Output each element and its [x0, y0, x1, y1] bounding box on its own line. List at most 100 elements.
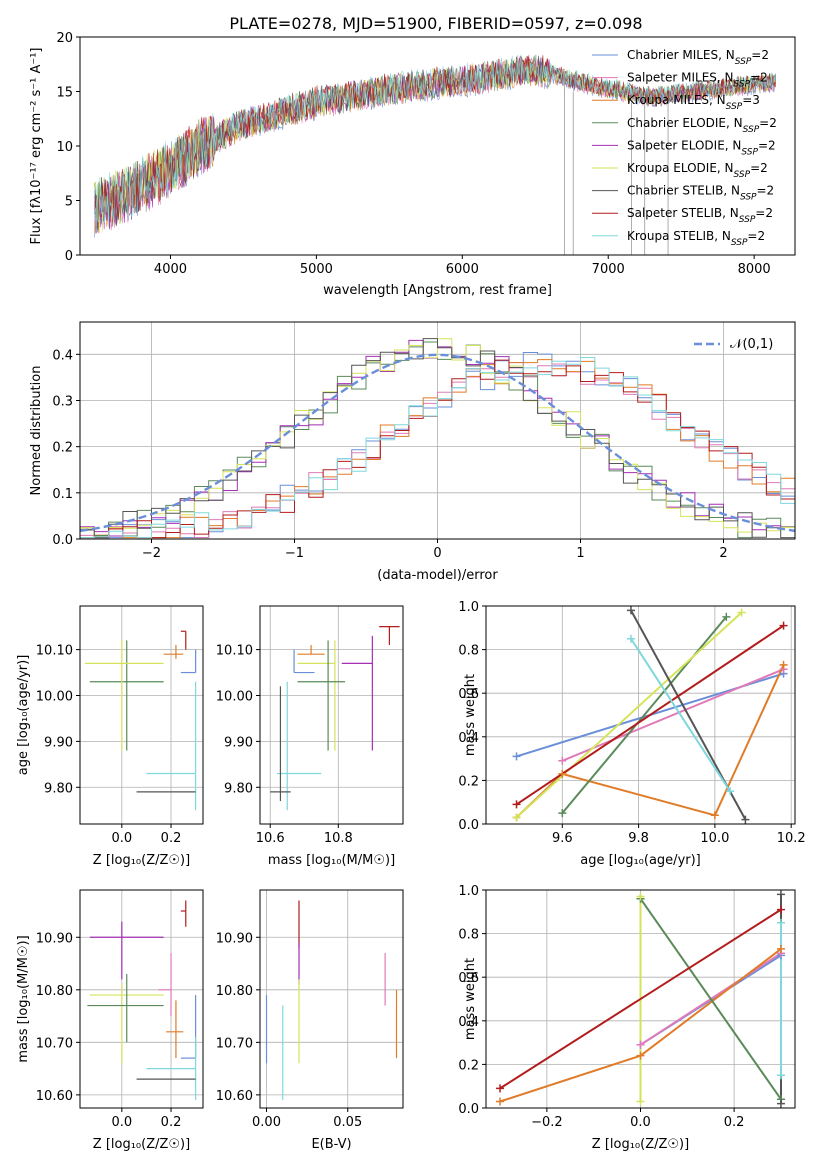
- y-tick-label: 0.2: [458, 774, 479, 789]
- weight-marker: [776, 1099, 785, 1108]
- legend-entry: Salpeter MILES, NSSP=2: [627, 71, 768, 90]
- weight-marker: [496, 1097, 505, 1106]
- y-axis-label: Flux [fλ10⁻¹⁷ erg cm⁻² s⁻¹ A⁻¹]: [29, 48, 44, 245]
- figure-title: PLATE=0278, MJD=51900, FIBERID=0597, z=0…: [229, 14, 642, 33]
- x-tick-label: 4000: [154, 262, 187, 277]
- y-tick-label: 0.0: [458, 818, 479, 833]
- weight-marker: [779, 621, 788, 630]
- axes-frame: [79, 605, 204, 825]
- x-axis-label: age [log₁₀(age/yr)]: [580, 853, 701, 868]
- y-tick-label: 0.8: [458, 644, 479, 659]
- y-tick-label: 10.60: [36, 1089, 73, 1104]
- weight-marker: [710, 811, 719, 820]
- x-tick-label: 5000: [300, 262, 333, 277]
- y-tick-label: 10.90: [216, 931, 253, 946]
- histogram-kroupa-stelib: [80, 357, 795, 539]
- weight-marker: [512, 800, 521, 809]
- x-tick-label: 0.00: [252, 1115, 281, 1130]
- y-tick-label: 10.60: [216, 1089, 253, 1104]
- y-axis-label: mass [log₁₀(M/M☉)]: [16, 935, 31, 1062]
- x-tick-label: 0: [433, 546, 441, 561]
- y-tick-label: 10.00: [36, 689, 73, 704]
- x-tick-label: 0.2: [724, 1115, 745, 1130]
- weight-marker: [636, 1097, 645, 1106]
- weight-marker: [776, 918, 785, 927]
- x-tick-label: 1: [576, 546, 584, 561]
- y-tick-label: 0.4: [52, 348, 73, 363]
- weight-marker: [636, 1040, 645, 1049]
- panel-mass-vs-age: 10.6 10.8 9.80 9.90 10.00 10.10 mass [log₁₀(M/…: [216, 605, 404, 868]
- panel-Z-vs-mass: 0.0 0.2 10.60 10.70 10.80 10.90 Z [log₁₀(Z/Z☉)…: [16, 889, 204, 1152]
- weight-marker: [776, 1071, 785, 1080]
- weight-marker: [512, 813, 521, 822]
- weight-marker: [558, 809, 567, 818]
- legend-entry: Chabrier MILES, NSSP=2: [627, 48, 769, 67]
- weight-line-kroupa-miles: [515, 664, 785, 819]
- x-tick-label: 10.0: [700, 831, 729, 846]
- panel-Z-vs-weight: −0.2 0.0 0.2 0.0 0.2 0.4 0.6 0.8 1.0 Z [log₁₀(Z/Z…: [458, 884, 796, 1152]
- y-tick-label: 20: [56, 31, 73, 46]
- y-tick-label: 0.2: [52, 441, 73, 456]
- x-tick-label: 7000: [592, 262, 625, 277]
- legend-entry: Kroupa ELODIE, NSSP=2: [627, 161, 768, 180]
- y-tick-label: 0.0: [52, 533, 73, 548]
- weight-marker: [776, 890, 785, 899]
- plot-area: [84, 630, 197, 811]
- y-tick-label: 10.10: [216, 644, 253, 659]
- y-tick-label: 10.70: [36, 1036, 73, 1051]
- x-tick-label: 0.0: [111, 1115, 132, 1130]
- x-tick-label: 0.05: [333, 1115, 362, 1130]
- y-tick-label: 1.0: [458, 600, 479, 615]
- histogram-chabrier-stelib: [80, 338, 795, 539]
- weight-line-kroupa-stelib: [630, 638, 731, 792]
- x-axis-label: E(B-V): [311, 1137, 351, 1152]
- y-tick-label: 10.00: [216, 689, 253, 704]
- legend-entry: Kroupa STELIB, NSSP=2: [627, 229, 765, 248]
- legend-entry: Kroupa MILES, NSSP=3: [627, 93, 760, 112]
- y-axis-label: Normed distribution: [29, 366, 44, 496]
- x-tick-label: −0.2: [531, 1115, 563, 1130]
- weight-marker: [726, 787, 735, 796]
- histogram-kroupa-elodie: [80, 338, 795, 538]
- weight-marker: [776, 944, 785, 953]
- plot-area: [94, 54, 777, 255]
- weight-line-salpeter-miles: [561, 668, 784, 762]
- panel-residual-histogram: −2 −1 0 1 2 0.0 0.1 0.2 0.3 0.4 𝒩(0,1) (data-model)…: [29, 321, 796, 583]
- y-tick-label: 0.0: [458, 1102, 479, 1117]
- y-tick-label: 0.8: [458, 928, 479, 943]
- y-tick-label: 10.10: [36, 644, 73, 659]
- spectrum-line-kroupa-stelib: [94, 54, 776, 232]
- weight-marker: [558, 769, 567, 778]
- spectrum-line-salpeter-stelib: [94, 54, 776, 230]
- x-tick-label: 0.2: [161, 1115, 182, 1130]
- x-tick-label: 2: [719, 546, 727, 561]
- weight-marker: [779, 660, 788, 669]
- weight-marker: [512, 752, 521, 761]
- legend-entry: Chabrier STELIB, NSSP=2: [627, 184, 774, 203]
- panel-age-vs-weight: 9.6 9.8 10.0 10.2 0.0 0.2 0.4 0.6 0.8 1.0 age [log…: [458, 600, 805, 868]
- y-tick-label: 0.4: [458, 731, 479, 746]
- y-tick-label: 10.80: [36, 984, 73, 999]
- weight-marker: [737, 608, 746, 617]
- weight-marker: [636, 1051, 645, 1060]
- x-tick-label: −2: [142, 546, 161, 561]
- x-axis-label: (data-model)/error: [377, 568, 498, 583]
- axes-frame: [79, 321, 796, 540]
- weight-marker: [776, 905, 785, 914]
- weight-line-salpeter-stelib: [515, 624, 785, 806]
- y-tick-label: 0.6: [458, 971, 479, 986]
- y-tick-label: 0: [65, 249, 73, 264]
- axes-frame: [259, 605, 404, 825]
- legend-entry: Chabrier ELODIE, NSSP=2: [627, 116, 777, 135]
- y-tick-label: 10: [56, 140, 73, 155]
- y-tick-label: 0.1: [52, 487, 73, 502]
- axes-frame: [485, 889, 796, 1109]
- y-tick-label: 10.80: [216, 984, 253, 999]
- y-axis-label: mass weight: [463, 674, 478, 756]
- y-tick-label: 9.80: [224, 781, 253, 796]
- legend-entry: 𝒩(0,1): [730, 337, 773, 352]
- weight-marker: [496, 1084, 505, 1093]
- x-tick-label: 9.8: [628, 831, 649, 846]
- grid-lines: [260, 890, 403, 1108]
- y-tick-label: 0.6: [458, 687, 479, 702]
